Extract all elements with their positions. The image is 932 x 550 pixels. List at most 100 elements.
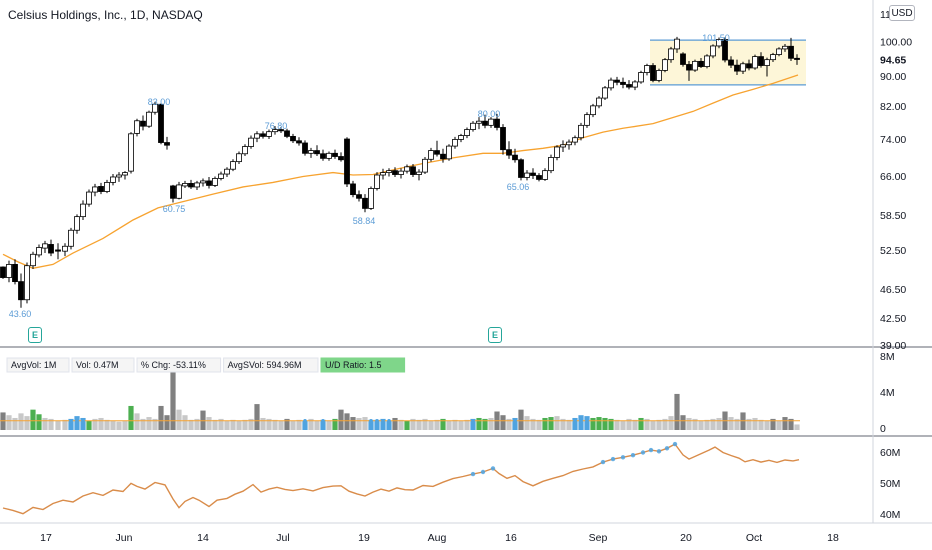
candle xyxy=(548,154,554,174)
candle xyxy=(302,140,308,156)
volume-bar xyxy=(596,417,602,430)
candle-body xyxy=(272,129,278,133)
candle xyxy=(152,101,158,115)
volume-bar xyxy=(488,417,494,430)
volume-bar xyxy=(230,419,236,430)
axis-layer: 11 100.00 90.00 82.00 74.00 66.00 58.50 52.50 46… xyxy=(40,9,914,544)
candle xyxy=(326,151,332,161)
earnings-e-icon[interactable]: E xyxy=(28,327,42,343)
candle-body xyxy=(230,161,236,170)
candle xyxy=(554,145,560,161)
candle-body xyxy=(18,281,24,301)
candle-body xyxy=(146,111,152,127)
date-tick-label: 19 xyxy=(358,532,370,544)
volume-bar xyxy=(584,416,590,430)
candle-body xyxy=(626,84,632,88)
candle xyxy=(692,59,698,72)
stats-bar: AvgVol: 1M Vol: 0.47M % Chg: -53.11% AvgSVo… xyxy=(6,357,406,373)
volume-bar xyxy=(140,418,146,430)
price-tick-label: 82.00 xyxy=(880,101,906,113)
volume-bar xyxy=(698,420,704,430)
candle xyxy=(36,244,42,258)
rs-highlight-dot xyxy=(470,471,476,477)
candle xyxy=(530,168,536,179)
candle xyxy=(362,194,368,213)
candle xyxy=(452,136,458,149)
volume-bar xyxy=(302,420,308,430)
candle-body xyxy=(758,56,764,66)
earnings-e-icon[interactable]: E xyxy=(488,327,502,343)
candle xyxy=(212,176,218,187)
candle xyxy=(12,259,18,285)
volume-marker xyxy=(303,418,307,423)
volume-bar xyxy=(788,418,794,430)
stat-label: U/D Ratio: 1.5 xyxy=(325,360,382,370)
candle-body xyxy=(110,176,116,183)
candle xyxy=(434,140,440,157)
candle xyxy=(428,147,434,162)
candle-body xyxy=(488,118,494,126)
candle xyxy=(728,56,734,68)
candle xyxy=(632,80,638,91)
volume-bar xyxy=(686,417,692,430)
stat-box xyxy=(6,357,70,373)
volume-bar xyxy=(362,417,368,430)
volume-bar xyxy=(530,418,536,430)
date-tick-label: Jun xyxy=(116,532,133,544)
price-tick-label: 46.50 xyxy=(880,284,906,296)
candle-body xyxy=(638,72,644,83)
candle-body xyxy=(164,142,170,146)
currency-button[interactable]: USD xyxy=(889,5,915,21)
volume-bar xyxy=(536,419,542,430)
candle xyxy=(320,149,326,161)
price-annotation: 101.50 xyxy=(702,33,730,43)
candle-body xyxy=(776,48,782,55)
candle xyxy=(248,135,254,149)
volume-bar xyxy=(134,413,140,430)
candle xyxy=(368,186,374,211)
volume-bar xyxy=(512,417,518,430)
candle-body xyxy=(55,249,61,252)
rs-highlight-dot xyxy=(600,459,606,465)
volume-bar xyxy=(704,419,710,430)
candle-body xyxy=(704,55,710,67)
candle xyxy=(116,172,122,182)
candle-body xyxy=(98,186,104,192)
candle-body xyxy=(404,166,410,172)
candle-body xyxy=(42,243,48,249)
candle-body xyxy=(584,114,590,126)
volume-bar xyxy=(440,418,446,430)
volume-bar xyxy=(464,419,470,430)
candle xyxy=(446,144,452,161)
volume-bar xyxy=(350,417,356,430)
date-tick-label: 17 xyxy=(40,532,52,544)
candle xyxy=(770,52,776,63)
volume-bar xyxy=(278,420,284,430)
candle xyxy=(146,110,152,128)
candle xyxy=(6,260,12,283)
candle xyxy=(308,147,314,158)
volume-bar xyxy=(188,419,194,430)
candle xyxy=(176,181,182,200)
price-tick-label: 58.50 xyxy=(880,210,906,222)
volume-bar xyxy=(260,417,266,430)
candle-body xyxy=(542,170,548,180)
candle xyxy=(254,131,260,143)
candle-body xyxy=(12,264,18,283)
volume-bar xyxy=(104,419,110,430)
candle xyxy=(746,59,752,71)
candle-body xyxy=(644,65,650,73)
volume-bar xyxy=(560,418,566,430)
candle xyxy=(242,144,248,157)
candle xyxy=(626,80,632,90)
date-tick-label: Oct xyxy=(746,532,762,544)
candle-body xyxy=(740,63,746,72)
candle-body xyxy=(770,54,776,61)
candle-body xyxy=(182,183,188,187)
candle-body xyxy=(464,129,470,136)
volume-bar xyxy=(422,418,428,430)
candle-body xyxy=(716,39,722,47)
candle-body xyxy=(416,171,422,175)
candle-body xyxy=(242,146,248,155)
